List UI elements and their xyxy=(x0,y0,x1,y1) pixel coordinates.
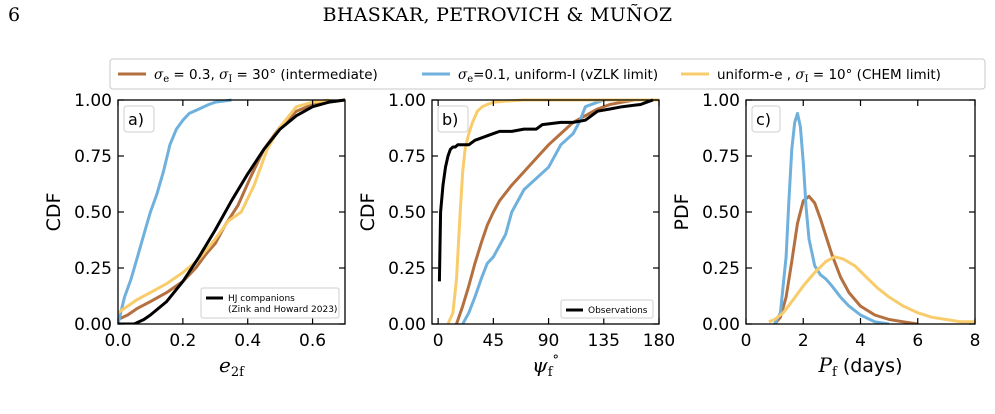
series-line-chem xyxy=(118,98,330,315)
panel-legend: Observations xyxy=(560,299,654,319)
y-tick-label: 0.25 xyxy=(388,259,426,279)
x-tick-label: 4 xyxy=(855,331,866,351)
page-number: 6 xyxy=(8,4,21,26)
x-tick-label: 0.0 xyxy=(104,331,131,351)
x-tick-label: 45 xyxy=(483,331,505,351)
legend-label-intermediate: σe = 0.3, σI = 30° (intermediate) xyxy=(154,67,378,85)
panel-tag: a) xyxy=(123,105,155,133)
y-tick-label: 0.00 xyxy=(702,315,740,335)
series-line-intermediate xyxy=(455,98,647,324)
x-tick-label: 0.4 xyxy=(234,331,261,351)
y-axis-label: PDF xyxy=(671,193,693,230)
series-line-vzlk xyxy=(773,111,890,324)
svg-text:c): c) xyxy=(756,110,771,129)
y-tick-label: 0.50 xyxy=(74,203,112,223)
x-tick-label: 0.2 xyxy=(169,331,196,351)
y-tick-label: 0.00 xyxy=(74,315,112,335)
series-line-intermediate xyxy=(773,194,919,324)
x-axis-label: e2f xyxy=(219,353,245,380)
y-tick-label: 0.75 xyxy=(702,147,740,167)
x-tick-label: 90 xyxy=(538,331,560,351)
legend-label-vzlk: σe=0.1, uniform-I (vZLK limit) xyxy=(458,67,658,85)
y-axis-label: CDF xyxy=(357,193,379,232)
y-tick-label: 0.75 xyxy=(74,147,112,167)
panel-legend: HJ companions(Zink and Howard 2023) xyxy=(200,287,340,319)
y-tick-label: 0.25 xyxy=(74,259,112,279)
panel-b: 0 45 90 135 180 0.00 0.25 0.50 0.75 1.00 CDF ψf° b) O… xyxy=(357,91,675,380)
panel-c: 0 2 4 6 8 0.00 0.25 0.50 0.75 1.00 PDF Pf (days) c) xyxy=(671,91,980,380)
y-tick-label: 0.25 xyxy=(702,259,740,279)
panel-legend-label: (Zink and Howard 2023) xyxy=(228,305,337,315)
running-head: BHASKAR, PETROVICH & MUÑOZ xyxy=(322,4,673,26)
x-tick-label: 135 xyxy=(588,331,620,351)
x-tick-label: 0 xyxy=(741,331,752,351)
x-tick-label: 8 xyxy=(970,331,981,351)
legend-label-chem: uniform-e , σI = 10° (CHEM limit) xyxy=(717,67,941,85)
y-tick-label: 0.50 xyxy=(702,203,740,223)
x-tick-label: 6 xyxy=(912,331,923,351)
series-line-vzlk xyxy=(118,98,232,324)
x-axis-label: Pf (days) xyxy=(818,353,903,380)
series-line-chem xyxy=(768,255,975,324)
x-tick-label: 2 xyxy=(798,331,809,351)
series-line-reference xyxy=(437,98,654,282)
plot-frame xyxy=(745,99,976,325)
panel-legend-label: HJ companions xyxy=(228,294,295,304)
series-line-reference xyxy=(118,98,345,324)
panel-a: 0.0 0.2 0.4 0.6 0.00 0.25 0.50 0.75 1.00 CDF e2f a)… xyxy=(43,91,346,380)
y-tick-label: 1.00 xyxy=(74,91,112,111)
x-tick-label: 0 xyxy=(433,331,444,351)
y-tick-label: 0.75 xyxy=(388,147,426,167)
y-tick-label: 0.00 xyxy=(388,315,426,335)
x-axis-label: ψf° xyxy=(532,353,559,380)
panel-tag: b) xyxy=(437,105,469,133)
series-line-chem xyxy=(446,98,659,324)
svg-text:b): b) xyxy=(442,110,458,129)
panel-legend-label: Observations xyxy=(588,306,648,316)
x-tick-label: 180 xyxy=(643,331,675,351)
y-tick-label: 0.50 xyxy=(388,203,426,223)
y-tick-label: 1.00 xyxy=(388,91,426,111)
y-tick-label: 1.00 xyxy=(702,91,740,111)
svg-text:a): a) xyxy=(128,110,144,129)
x-tick-label: 0.6 xyxy=(299,331,326,351)
figure-legend: σe = 0.3, σI = 30° (intermediate) σe=0.1… xyxy=(109,58,986,90)
panel-tag: c) xyxy=(751,105,781,133)
y-axis-label: CDF xyxy=(43,193,65,232)
